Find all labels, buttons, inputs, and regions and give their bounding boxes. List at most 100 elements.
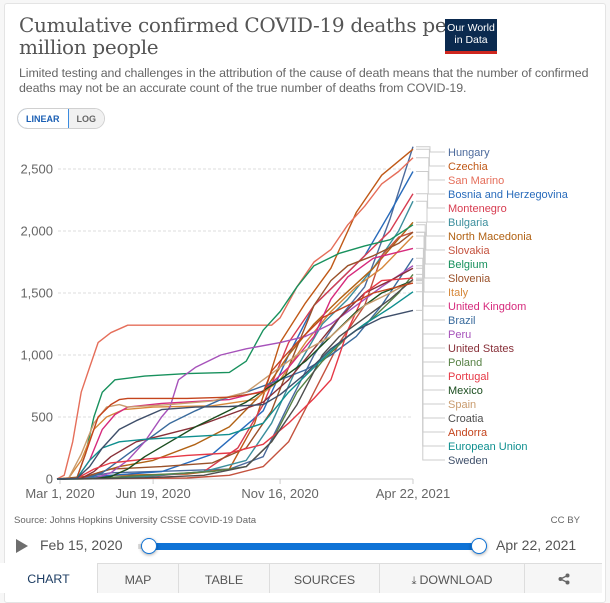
legend: Hungary Czechia San Marino Bosnia and Herze… <box>416 146 569 467</box>
y-tick-label: 2,500 <box>20 162 53 177</box>
series-line-north-macedonia[interactable] <box>56 221 414 480</box>
legend-connector <box>416 231 445 279</box>
y-axis-ticks: 0 500 1,000 1,500 2,000 2,500 <box>20 162 53 487</box>
y-tick-label: 500 <box>31 410 53 425</box>
legend-label-portugal[interactable]: Portugal <box>448 371 489 383</box>
timeline-range[interactable] <box>148 543 480 550</box>
series-line-poland[interactable] <box>56 273 414 480</box>
x-tick-label: Mar 1, 2020 <box>25 486 94 500</box>
legend-label-spain[interactable]: Spain <box>448 399 476 411</box>
legend-label-bulgaria[interactable]: Bulgaria <box>448 217 489 229</box>
series-line-montenegro[interactable] <box>56 193 414 480</box>
legend-connector <box>416 282 445 433</box>
tab-chart-label: CHART <box>27 572 70 586</box>
legend-connector <box>416 280 445 405</box>
legend-label-czechia[interactable]: Czechia <box>448 161 489 173</box>
legend-label-montenegro[interactable]: Montenegro <box>448 203 507 215</box>
series-line-hungary[interactable] <box>56 146 414 480</box>
x-axis-ticks: Mar 1, 2020 Jun 19, 2020 Nov 16, 2020 Apr 2… <box>25 479 450 500</box>
series-line-sweden[interactable] <box>56 309 414 480</box>
legend-label-united-kingdom[interactable]: United Kingdom <box>448 301 526 313</box>
series-line-portugal[interactable] <box>56 277 414 480</box>
legend-label-hungary[interactable]: Hungary <box>448 147 490 159</box>
logo-line-2: in Data <box>454 33 488 46</box>
tab-map[interactable]: MAP <box>97 563 178 593</box>
legend-label-san-marino[interactable]: San Marino <box>448 175 504 187</box>
x-tick-label: Nov 16, 2020 <box>241 486 318 500</box>
series-line-san-marino[interactable] <box>56 157 414 480</box>
x-tick-label: Apr 22, 2021 <box>376 486 450 500</box>
tab-share[interactable] <box>524 563 602 593</box>
line-chart: 0 500 1,000 1,500 2,000 2,500 Mar 1, 2020 Jun … <box>20 146 569 500</box>
legend-connector <box>416 309 445 461</box>
legend-label-mexico[interactable]: Mexico <box>448 385 483 397</box>
series-line-brazil[interactable] <box>56 257 414 480</box>
timeline-end-handle[interactable] <box>471 538 487 554</box>
scale-toggle: LINEAR LOG <box>17 108 105 129</box>
tab-map-label: MAP <box>124 573 152 587</box>
legend-connector <box>416 278 445 419</box>
series-line-slovenia[interactable] <box>56 231 414 480</box>
logo-line-1: Our World <box>447 22 495 34</box>
share-icon <box>558 573 569 585</box>
legend-connector <box>416 273 445 363</box>
source-text[interactable]: Source: Johns Hopkins University CSSE CO… <box>14 515 257 526</box>
legend-label-north-macedonia[interactable]: North Macedonia <box>448 231 533 243</box>
tab-table[interactable]: TABLE <box>178 563 269 593</box>
legend-label-poland[interactable]: Poland <box>448 357 482 369</box>
legend-connector <box>416 235 445 293</box>
series-line-belgium[interactable] <box>56 224 414 480</box>
legend-label-italy[interactable]: Italy <box>448 287 469 299</box>
legend-label-slovenia[interactable]: Slovenia <box>448 273 491 285</box>
legend-connector <box>416 224 445 265</box>
owid-logo[interactable]: Our World in Data <box>445 19 497 54</box>
series-line-mexico[interactable] <box>56 279 414 480</box>
legend-label-peru[interactable]: Peru <box>448 329 471 341</box>
legend-connector <box>416 148 445 167</box>
legend-connector <box>416 171 445 195</box>
legend-connector <box>416 200 445 223</box>
series-line-croatia[interactable] <box>56 278 414 480</box>
legend-label-croatia[interactable]: Croatia <box>448 413 484 425</box>
timeline-end-date: Apr 22, 2021 <box>496 537 577 553</box>
tab-chart[interactable]: CHART <box>0 563 97 593</box>
legend-connector <box>416 231 445 251</box>
legend-label-european-union[interactable]: European Union <box>448 441 528 453</box>
tab-download[interactable]: ⤓ DOWNLOAD <box>379 563 524 593</box>
legend-connector <box>416 146 445 153</box>
legend-connector <box>416 265 445 335</box>
log-scale-button[interactable]: LOG <box>68 109 104 128</box>
legend-connector <box>416 193 445 209</box>
legend-label-brazil[interactable]: Brazil <box>448 315 476 327</box>
tab-download-label: DOWNLOAD <box>419 573 493 587</box>
legend-label-bosnia-and-herzegovina[interactable]: Bosnia and Herzegovina <box>448 189 569 201</box>
legend-label-sweden[interactable]: Sweden <box>448 455 488 467</box>
license-text[interactable]: CC BY <box>550 515 580 526</box>
y-tick-label: 1,500 <box>20 286 53 301</box>
timeline-start-handle[interactable] <box>141 538 157 554</box>
series-line-andorra[interactable] <box>56 282 414 480</box>
y-tick-label: 2,000 <box>20 224 53 239</box>
y-tick-label: 1,000 <box>20 348 53 363</box>
legend-label-united-states[interactable]: United States <box>448 343 515 355</box>
legend-label-slovakia[interactable]: Slovakia <box>448 245 490 257</box>
chart-card: Cumulative confirmed COVID-19 deaths per… <box>4 3 606 603</box>
play-icon[interactable] <box>16 539 28 553</box>
series-line-spain[interactable] <box>56 279 414 480</box>
series-line-slovakia[interactable] <box>56 231 414 480</box>
legend-label-andorra[interactable]: Andorra <box>448 427 488 439</box>
x-tick-label: Jun 19, 2020 <box>116 486 191 500</box>
download-icon: ⤓ <box>411 575 417 587</box>
series-line-united-kingdom[interactable] <box>56 247 414 480</box>
tab-bar: CHART MAP TABLE SOURCES ⤓ DOWNLOAD <box>0 563 602 593</box>
y-tick-label: 0 <box>46 472 53 487</box>
legend-label-belgium[interactable]: Belgium <box>448 259 488 271</box>
tab-sources[interactable]: SOURCES <box>269 563 379 593</box>
legend-connector <box>416 280 445 391</box>
series-line-bulgaria[interactable] <box>56 200 414 480</box>
series-lines <box>56 146 414 480</box>
linear-scale-button[interactable]: LINEAR <box>18 109 69 128</box>
series-line-italy[interactable] <box>56 235 414 480</box>
legend-connector <box>416 291 445 447</box>
grid-lines <box>58 168 413 480</box>
